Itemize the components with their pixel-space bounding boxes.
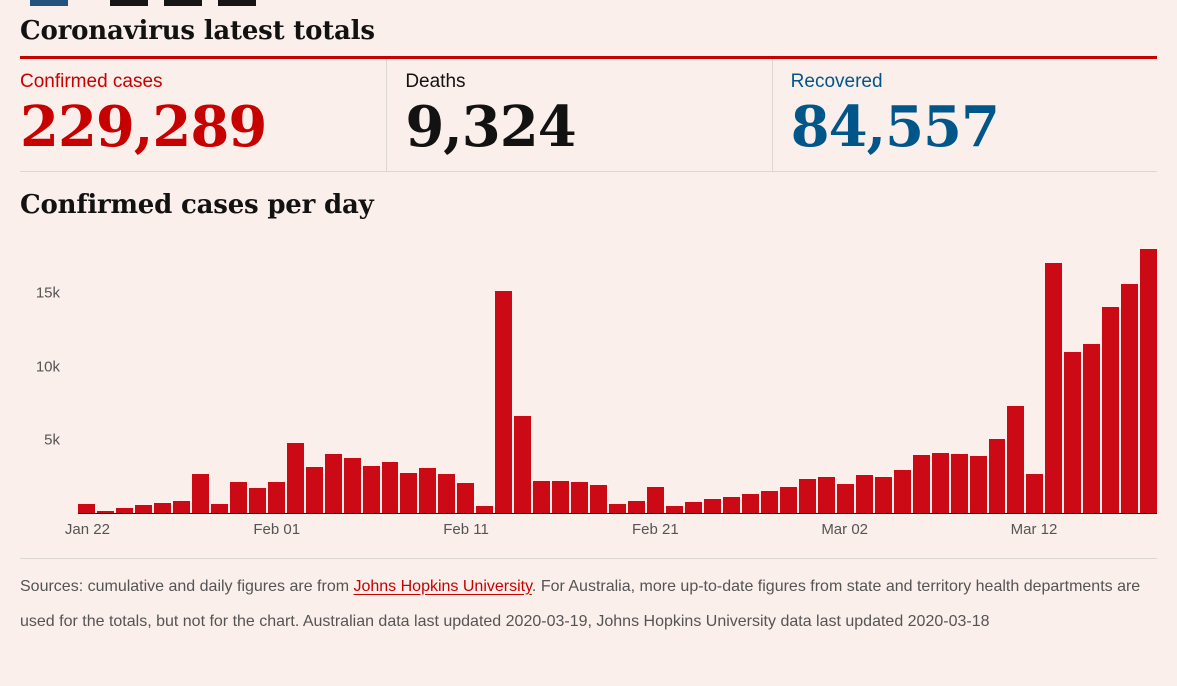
bar [305,467,323,513]
bar [855,474,873,513]
stats-row: Confirmed cases 229,289 Deaths 9,324 Rec… [20,59,1157,172]
x-tick-label: Jan 22 [64,520,110,538]
bar [1121,284,1139,513]
bar [969,455,987,513]
bar [457,482,475,513]
bar [362,466,380,513]
bar [514,415,532,513]
bar [476,505,494,513]
x-tick-label: Mar 02 [821,520,868,538]
bar [647,486,665,513]
bar [741,494,759,513]
source-note: Sources: cumulative and daily figures ar… [20,569,1157,639]
bar [191,473,209,513]
bar [267,481,285,513]
footer-divider [20,557,1157,559]
bar [96,511,114,513]
bar [78,504,95,513]
bar [722,496,740,513]
bar [134,505,152,513]
bar [248,487,266,513]
share-email-button[interactable] [164,0,202,6]
page-title: Coronavirus latest totals [20,16,375,46]
bar [836,483,854,513]
bar [533,481,551,513]
bar [400,473,418,513]
bar [874,477,892,513]
stat-value-confirmed: 229,289 [20,94,267,160]
bar [1140,249,1158,513]
bar [552,480,570,513]
bar [817,477,835,513]
x-tick-label: Feb 11 [443,520,489,538]
bar [1045,262,1063,513]
bar [229,482,247,513]
stat-label-confirmed: Confirmed cases [20,71,163,92]
y-tick-label: 5k [44,431,60,449]
coronavirus-totals-widget: Coronavirus latest totals Confirmed case… [20,0,1158,639]
title-accent-rule [20,56,1157,59]
stat-deaths: Deaths 9,324 [386,59,771,171]
bar [495,290,513,513]
stat-value-recovered: 84,557 [790,94,1000,160]
bar [381,462,399,513]
source-text-continued: . For Australia, more up-to-date figures… [20,577,1141,630]
stat-value-deaths: 9,324 [405,94,576,160]
bar [1007,405,1025,513]
share-twitter-button[interactable] [110,0,148,6]
share-link-button[interactable] [218,0,256,6]
bar [343,457,361,513]
bar [571,482,589,513]
source-text: Sources: cumulative and daily figures ar… [20,577,354,595]
x-tick-label: Feb 21 [632,520,679,538]
bar [912,454,930,513]
stat-confirmed-cases: Confirmed cases 229,289 [20,59,386,171]
bar [172,500,190,513]
bar [609,503,627,513]
bar [950,454,968,513]
bar [893,469,911,513]
bar [1026,473,1044,513]
social-share-row [30,0,1157,6]
bar [988,438,1006,513]
x-axis-labels: Jan 22 Feb 01 Feb 11 Feb 21 Mar 02 Mar 12 [65,514,1157,540]
bar [286,443,304,513]
bar [1083,344,1101,513]
bar [931,453,949,513]
y-axis-labels: 5k 10k 15k [20,242,68,514]
bar [760,490,778,513]
x-tick-label: Feb 01 [253,520,301,538]
stat-recovered: Recovered 84,557 [771,59,1157,171]
y-tick-label: 10k [35,358,60,376]
chart-title: Confirmed cases per day [20,189,374,220]
x-tick-label: Mar 12 [1010,520,1058,538]
daily-cases-bar-chart: 5k 10k 15k Jan 22 Feb 01 Feb 11 Feb 21 Mar 02 M… [20,242,1158,540]
bar [438,474,456,513]
bar [324,454,342,513]
bar [1102,306,1120,513]
bar [798,478,816,513]
bar [779,486,797,513]
bar-plot [78,242,1158,514]
share-facebook-button[interactable] [30,0,68,6]
bar [666,505,683,513]
bar [590,484,608,513]
y-tick-label: 15k [35,284,60,302]
bar [115,508,133,513]
bar [153,502,171,513]
bar [1064,351,1082,513]
bar [685,502,702,513]
johns-hopkins-university-link[interactable]: Johns Hopkins University [353,577,532,595]
bar [419,468,437,513]
stat-label-recovered: Recovered [790,71,883,92]
bar [210,503,228,513]
plot-area: Jan 22 Feb 01 Feb 11 Feb 21 Mar 02 Mar 12 [65,242,1158,540]
bar [703,499,721,513]
bar [628,500,646,513]
stat-label-deaths: Deaths [405,71,466,92]
